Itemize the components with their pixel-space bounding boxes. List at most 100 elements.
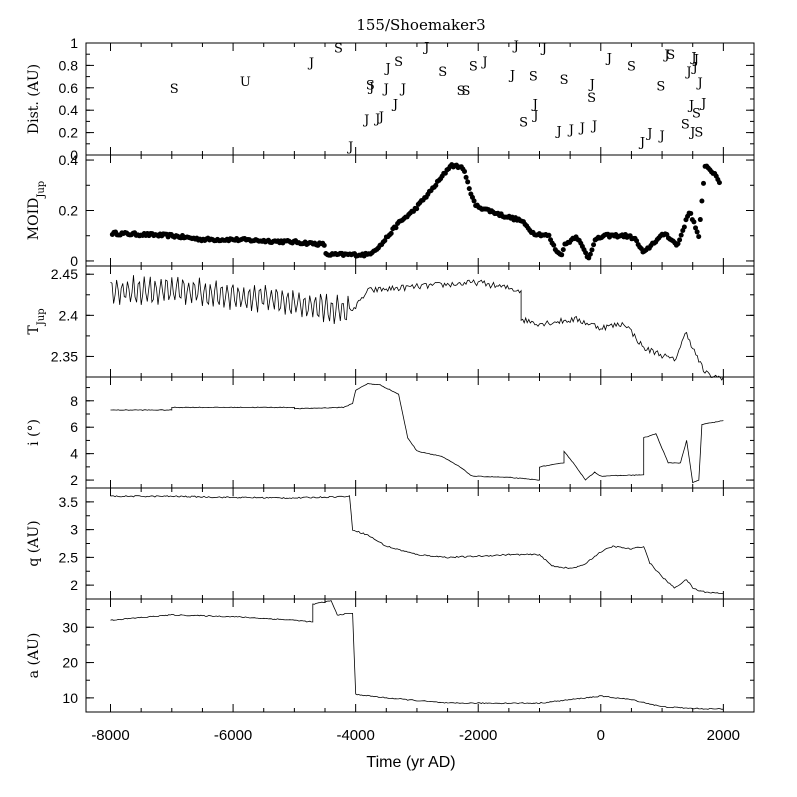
y-axis-label: a (AU) — [26, 633, 42, 679]
x-tick-label: 0 — [597, 727, 605, 744]
moid-point — [583, 250, 589, 256]
series-line — [110, 495, 724, 595]
encounter-marker: J — [373, 112, 380, 127]
encounter-marker: J — [689, 50, 696, 65]
moid-point — [461, 168, 467, 174]
y-tick-label: 3.5 — [59, 494, 79, 510]
encounter-marker: J — [508, 68, 515, 83]
y-tick-label: 0 — [70, 253, 78, 269]
encounter-marker: S — [694, 125, 703, 140]
y-tick-label: 30 — [62, 619, 78, 635]
y-tick-label: 10 — [62, 690, 78, 706]
moid-point — [551, 242, 557, 248]
y-tick-label: 3 — [70, 522, 78, 538]
y-axis-label: TJup — [26, 308, 47, 334]
panel-frame — [85, 42, 755, 156]
y-axis-label: MOIDJup — [26, 181, 47, 240]
moid-point — [388, 230, 394, 236]
y-axis-label: q (AU) — [26, 520, 42, 566]
panel-frame — [85, 265, 755, 378]
y-tick-label: 0.4 — [59, 152, 79, 168]
moid-point — [678, 232, 684, 238]
moid-point — [634, 238, 640, 244]
encounter-marker: S — [560, 73, 569, 88]
moid-point — [699, 198, 705, 204]
encounter-marker: J — [605, 52, 612, 67]
encounter-marker: J — [657, 129, 664, 144]
encounter-marker: S — [366, 78, 375, 93]
encounter-marker: J — [588, 77, 595, 92]
encounter-marker: S — [334, 41, 343, 56]
encounter-marker: S — [656, 80, 665, 95]
x-tick-label: -6000 — [214, 727, 252, 744]
panel-frame — [85, 598, 755, 713]
encounter-marker: S — [681, 118, 690, 133]
moid-point — [688, 210, 694, 216]
encounter-marker: J — [540, 41, 547, 56]
moid-point — [691, 219, 697, 225]
y-tick-label: 2 — [70, 577, 78, 593]
encounter-marker: J — [362, 113, 369, 128]
encounter-marker: J — [307, 56, 314, 71]
x-tick-label: 2000 — [707, 727, 740, 744]
encounter-marker: J — [684, 65, 691, 80]
y-tick-label: 2.45 — [51, 266, 78, 282]
encounter-marker: J — [346, 140, 353, 155]
x-tick-label: -4000 — [336, 727, 374, 744]
y-tick-label: 0.2 — [59, 203, 79, 219]
encounter-marker: J — [695, 76, 702, 91]
series-line — [110, 600, 724, 710]
encounter-marker: J — [377, 110, 384, 125]
encounter-marker: J — [687, 99, 694, 114]
panel-frame — [85, 376, 755, 489]
panel-frame — [85, 154, 755, 267]
encounter-marker: J — [512, 39, 519, 54]
x-tick-label: -8000 — [91, 727, 129, 744]
encounter-marker: J — [480, 55, 487, 70]
x-axis: -8000 -6000 -4000 -2000 0 2000 — [91, 727, 740, 744]
encounter-marker: U — [240, 75, 251, 90]
moid-point — [694, 229, 700, 235]
y-tick-label: 6 — [70, 419, 78, 435]
moid-point — [546, 232, 552, 238]
encounter-marker: S — [170, 82, 179, 97]
moid-point — [463, 174, 469, 180]
moid-point — [589, 247, 595, 253]
moid-point — [701, 180, 707, 186]
y-tick-label: 0.6 — [59, 80, 79, 96]
encounter-marker: J — [399, 82, 406, 97]
y-tick-label: 2.4 — [59, 307, 79, 323]
encounter-marker: S — [627, 59, 636, 74]
y-tick-label: 2.5 — [59, 549, 79, 565]
encounter-marker: J — [555, 124, 562, 139]
moid-point — [559, 252, 565, 258]
y-tick-label: 4 — [70, 446, 78, 462]
y-tick-label: 8 — [70, 393, 78, 409]
moid-point — [471, 198, 477, 204]
y-tick-label: 20 — [62, 655, 78, 671]
encounter-marker: S — [462, 84, 471, 99]
encounter-marker: S — [587, 91, 596, 106]
encounter-marker: J — [590, 119, 597, 134]
encounter-marker: J — [688, 125, 695, 140]
encounter-marker: J — [567, 123, 574, 138]
encounter-marker: J — [578, 121, 585, 136]
y-axis-label: Dist. (AU) — [26, 64, 42, 134]
encounter-marker: J — [367, 81, 374, 96]
moid-point — [321, 242, 327, 248]
encounter-marker: J — [531, 97, 538, 112]
encounter-marker: S — [469, 59, 478, 74]
moid-point — [681, 224, 687, 230]
moid-point — [587, 251, 593, 257]
moid-point — [716, 180, 722, 186]
encounter-marker: S — [666, 48, 675, 63]
encounter-marker: J — [691, 61, 698, 76]
encounter-marker: S — [529, 69, 538, 84]
moid-point — [697, 217, 703, 223]
x-tick-label: -2000 — [459, 727, 497, 744]
encounter-marker: J — [391, 97, 398, 112]
y-tick-label: 0.8 — [59, 57, 79, 73]
moid-point — [591, 242, 597, 248]
moid-point — [433, 182, 439, 188]
